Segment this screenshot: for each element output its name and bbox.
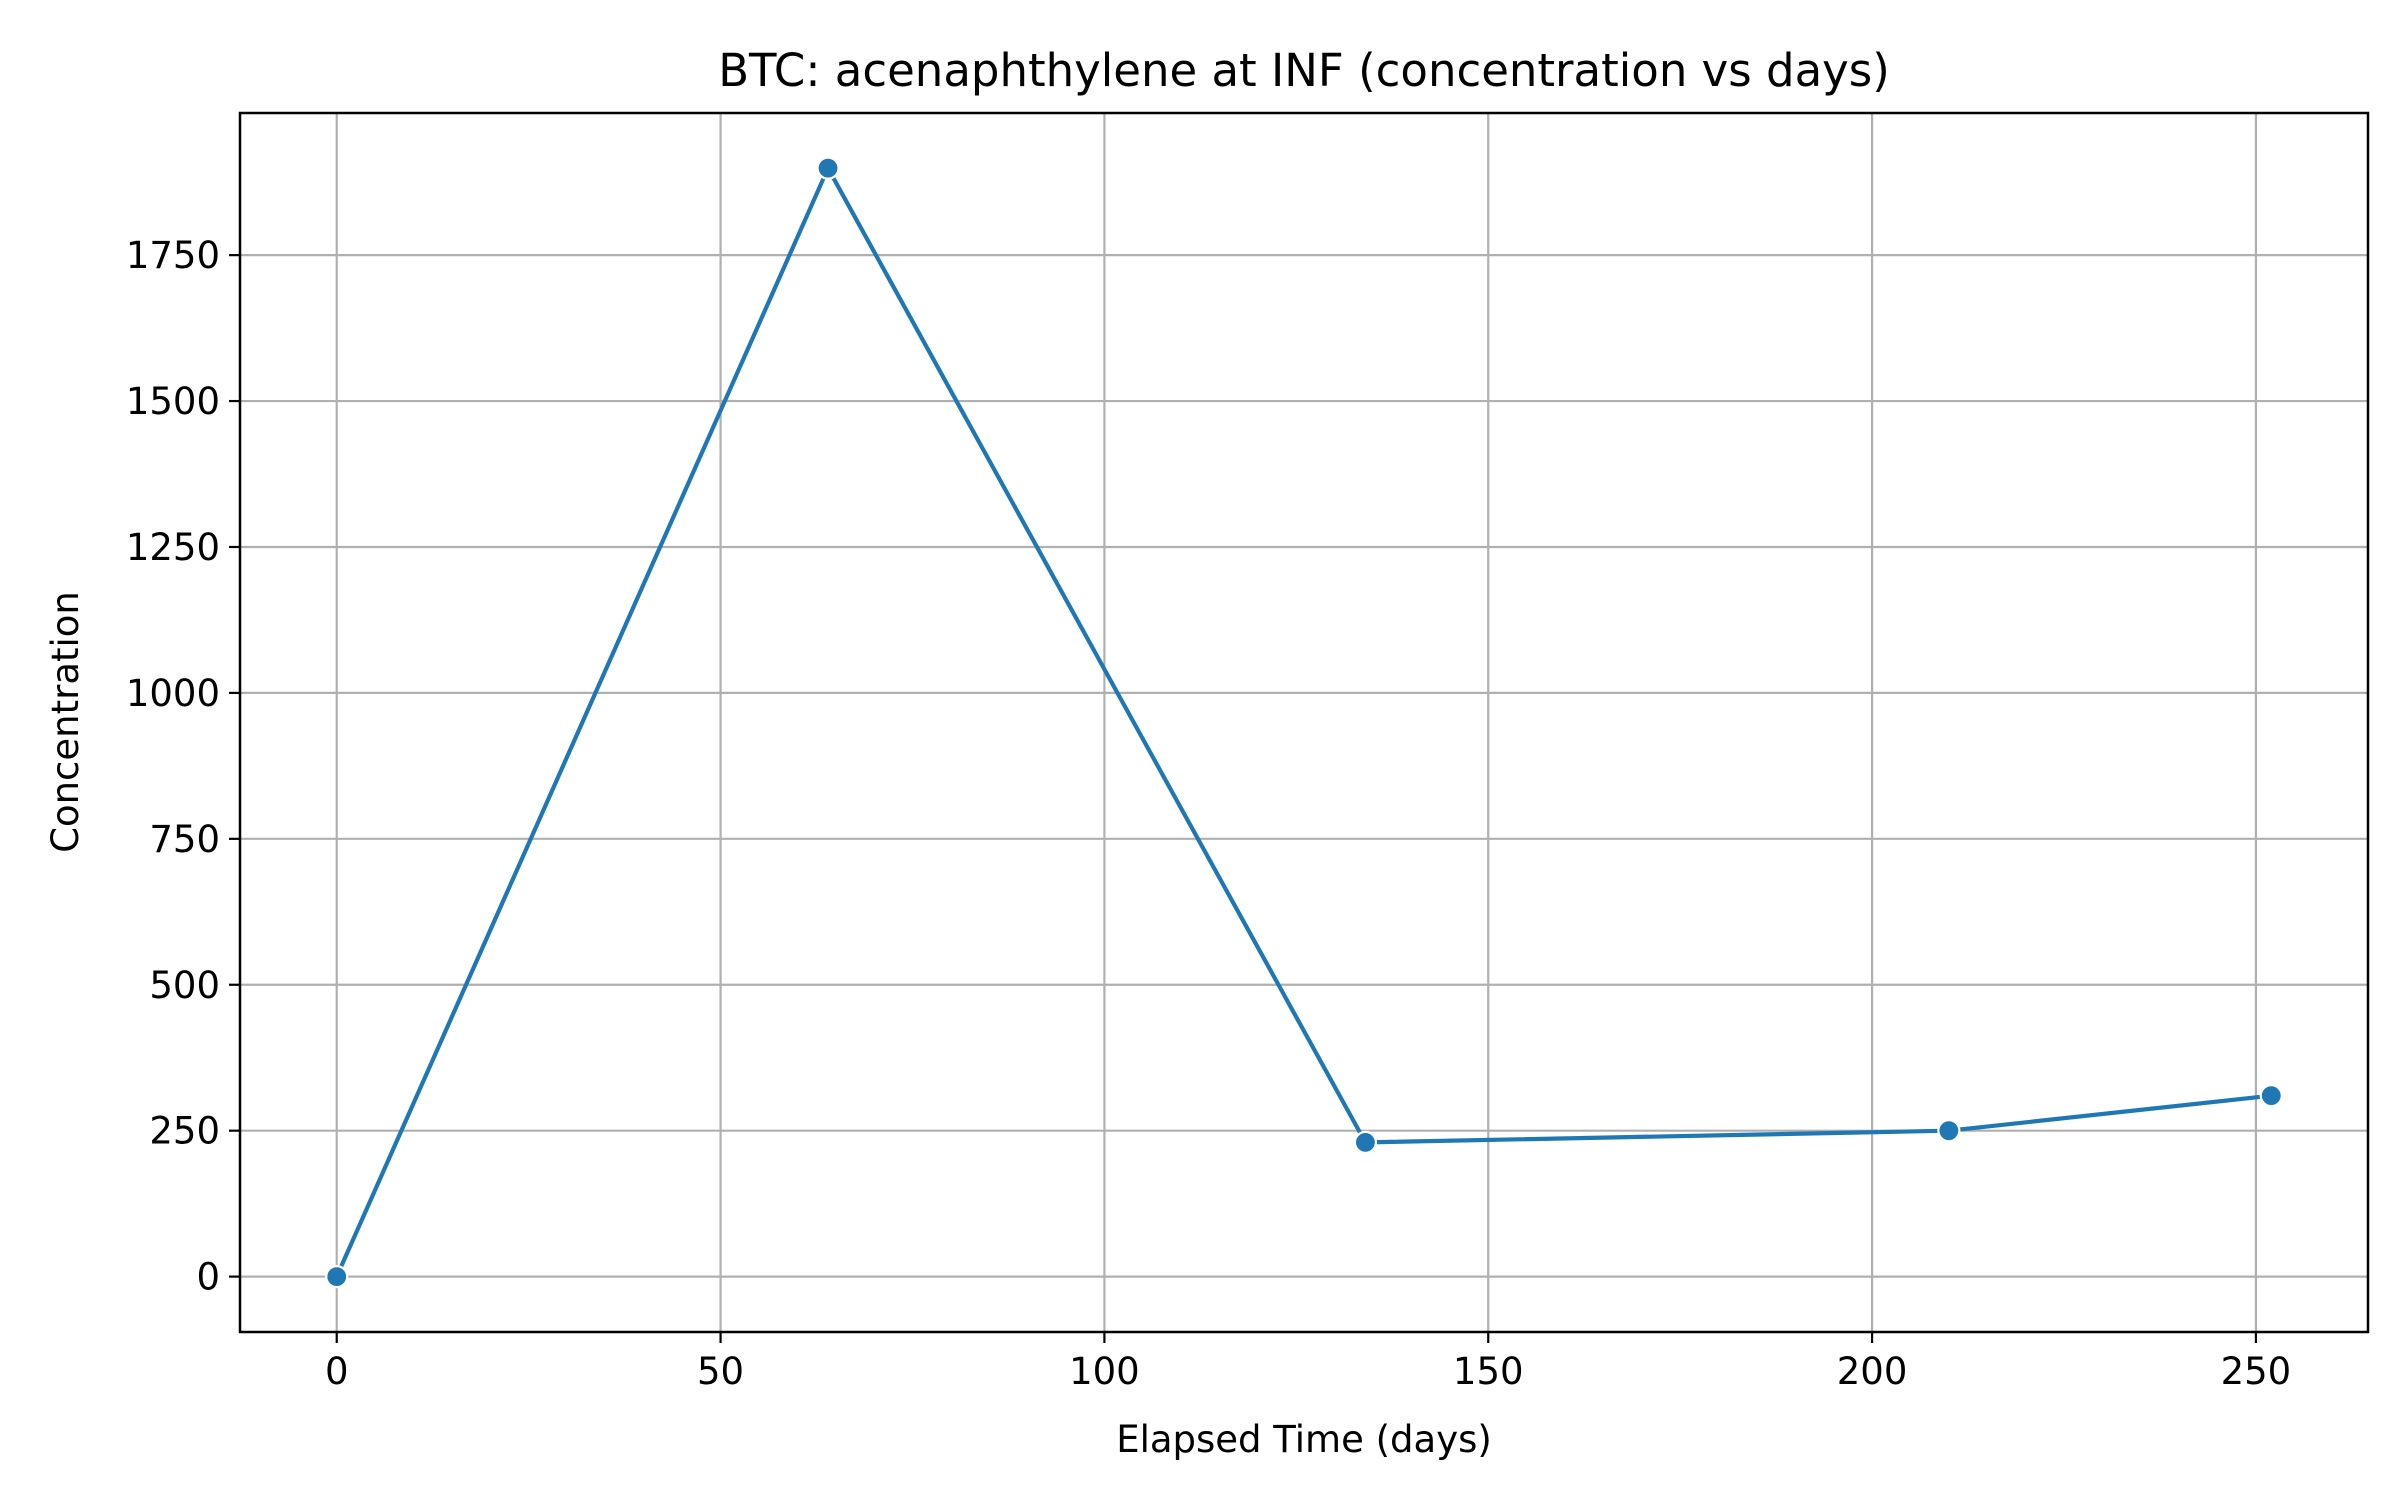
y-tick-label: 0: [196, 1256, 220, 1299]
y-tick-label: 1500: [126, 380, 220, 423]
plot-frame: [238, 111, 2370, 1334]
series-layer: [325, 156, 2283, 1289]
data-point: [325, 1265, 349, 1289]
chart-title: BTC: acenaphthylene at INF (concentratio…: [718, 44, 1890, 97]
grid-layer: [240, 113, 2368, 1332]
data-point: [1937, 1119, 1961, 1143]
y-tick-label: 1750: [126, 234, 220, 277]
y-tick-label: 500: [149, 964, 220, 1007]
data-point: [816, 156, 840, 180]
data-point: [1353, 1130, 1378, 1154]
x-axis-label: Elapsed Time (days): [1116, 1418, 1492, 1461]
y-tick-label: 750: [149, 818, 220, 861]
tick-layer: 0 50 100 150 200 250 0 250 500 750 1000 1250 1500 175…: [126, 234, 2291, 1393]
x-tick-label: 250: [2221, 1350, 2292, 1393]
y-axis-label: Concentration: [44, 591, 87, 853]
y-tick-label: 250: [149, 1110, 220, 1153]
data-point: [2259, 1084, 2283, 1108]
x-tick-label: 200: [1837, 1350, 1908, 1393]
y-tick-label: 1250: [126, 526, 220, 569]
x-tick-label: 0: [325, 1350, 349, 1393]
series-line: [334, 166, 2274, 1279]
x-tick-label: 100: [1069, 1350, 1140, 1393]
x-tick-label: 150: [1453, 1350, 1524, 1393]
x-tick-label: 50: [697, 1350, 744, 1393]
y-tick-label: 1000: [126, 672, 220, 715]
